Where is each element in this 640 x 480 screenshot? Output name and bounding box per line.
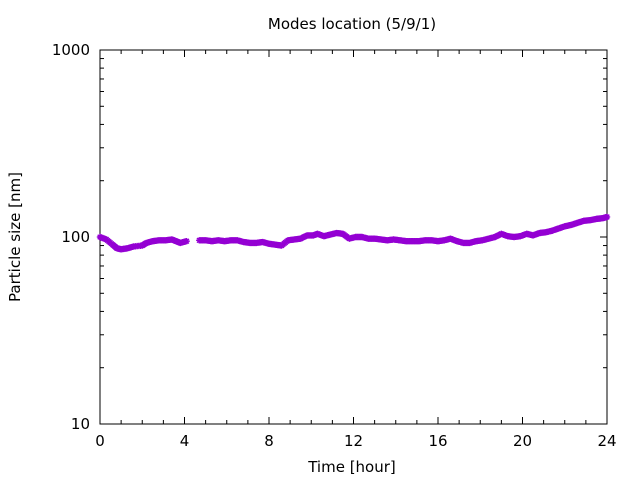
axis-tick-labels: 0 4 8 12 16 20 24 10 100 1000 (52, 41, 617, 450)
chart-title: Modes location (5/9/1) (268, 15, 436, 33)
y-tick-label: 1000 (52, 41, 90, 59)
x-tick-label: 12 (344, 432, 363, 450)
x-tick-label: 16 (428, 432, 447, 450)
x-tick-label: 24 (597, 432, 616, 450)
x-axis-title: Time [hour] (307, 458, 396, 476)
y-axis-title: Particle size [nm] (6, 172, 24, 302)
axis-ticks (99, 49, 608, 425)
data-point (603, 213, 611, 221)
x-tick-label: 0 (95, 432, 105, 450)
data-point (183, 237, 190, 245)
x-tick-label: 8 (264, 432, 274, 450)
y-tick-label: 100 (61, 228, 90, 246)
data-points (96, 213, 611, 253)
x-tick-label: 20 (513, 432, 532, 450)
x-tick-label: 4 (180, 432, 190, 450)
y-tick-label: 10 (71, 415, 90, 433)
